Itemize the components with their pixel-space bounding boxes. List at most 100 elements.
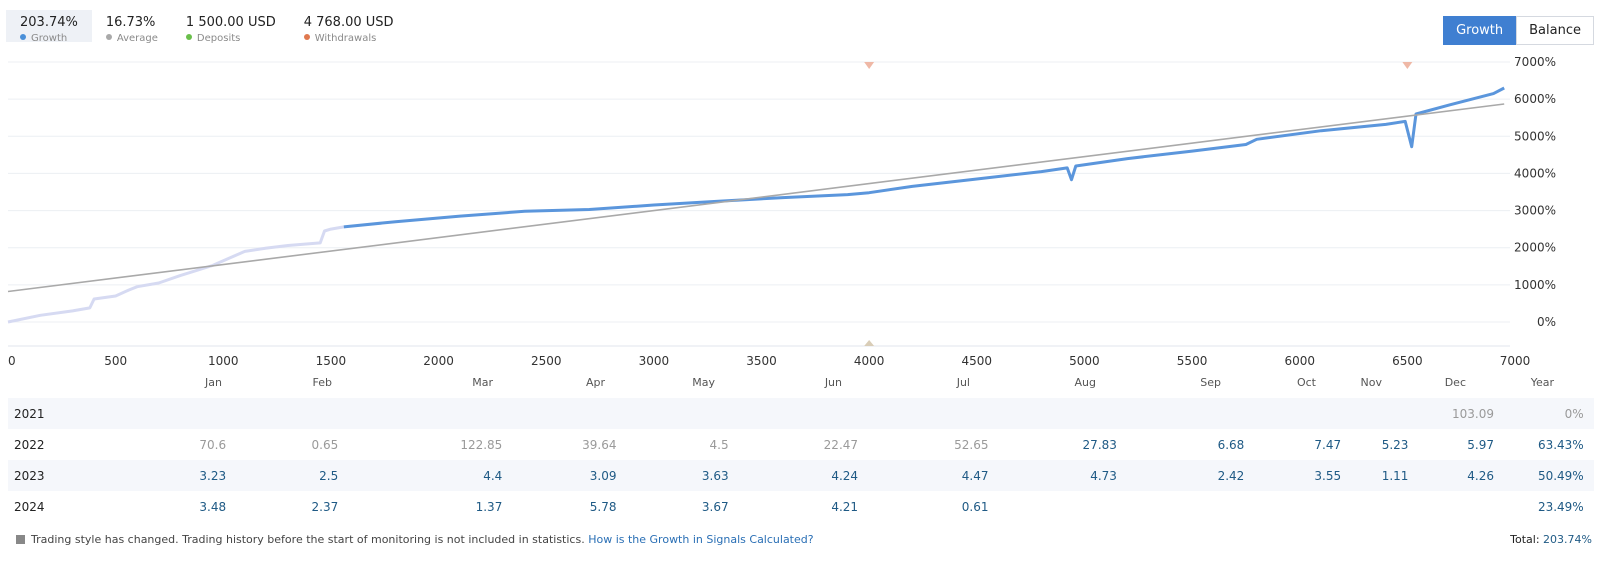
x-tick-label: 5500 bbox=[1177, 354, 1208, 368]
month-header-apr: Apr bbox=[585, 376, 605, 389]
series-line-average bbox=[7, 103, 1505, 293]
table-row: 2021 103.09 0% bbox=[8, 398, 1594, 429]
value-cell: 4.26 bbox=[1408, 460, 1495, 491]
y-tick-label: 7000% bbox=[1514, 55, 1556, 69]
growth-button[interactable]: Growth bbox=[1443, 16, 1517, 45]
year-cell: 2024 bbox=[14, 499, 45, 514]
value-cell: 7.47 bbox=[1314, 437, 1342, 452]
value-cell bbox=[1244, 398, 1342, 429]
value-cell: 0.61 bbox=[961, 499, 989, 514]
x-tick-label: 6500 bbox=[1392, 354, 1423, 368]
stat-average[interactable]: 16.73% Average bbox=[92, 10, 172, 44]
x-tick-label: 500 bbox=[104, 354, 127, 368]
value-cell bbox=[338, 398, 503, 429]
row-padding bbox=[1584, 429, 1594, 460]
value-cell: 2.37 bbox=[311, 499, 339, 514]
month-header-jul: Jul bbox=[956, 376, 970, 389]
summary-stats: 203.74% Growth 16.73% Average 1 500.00 U… bbox=[6, 10, 408, 44]
value-cell: 2.42 bbox=[1116, 460, 1245, 491]
stat-withdrawals[interactable]: 4 768.00 USD Withdrawals bbox=[290, 10, 408, 44]
month-header-sep: Sep bbox=[1200, 376, 1221, 389]
y-tick-label: 1000% bbox=[1514, 278, 1556, 292]
value-cell: 4.4 bbox=[338, 460, 503, 491]
table-row: 2024 3.48 2.37 1.37 5.78 3.67 4.21 0.61 23.49% bbox=[8, 491, 1594, 522]
value-cell: 122.85 bbox=[460, 437, 503, 452]
x-tick-label: 7000 bbox=[1500, 354, 1531, 368]
value-cell: 103.09 bbox=[1408, 398, 1495, 429]
stat-growth[interactable]: 203.74% Growth bbox=[6, 10, 92, 44]
value-cell: 0.65 bbox=[311, 437, 339, 452]
value-cell bbox=[988, 491, 1116, 522]
value-cell bbox=[502, 398, 617, 429]
table-row: 2022 70.6 0.65 122.85 39.64 4.5 22.47 52.65 27.8… bbox=[8, 429, 1594, 460]
y-tick-label: 6000% bbox=[1514, 92, 1556, 106]
deposit-marker bbox=[864, 340, 875, 346]
y-tick-label: 2000% bbox=[1514, 241, 1556, 255]
value-cell: 3.09 bbox=[502, 460, 617, 491]
value-cell bbox=[1116, 398, 1245, 429]
month-header-aug: Aug bbox=[1074, 376, 1096, 389]
stat-deposits[interactable]: 1 500.00 USD Deposits bbox=[172, 10, 290, 44]
value-cell: 5.78 bbox=[589, 499, 617, 514]
row-padding bbox=[1583, 460, 1594, 491]
series-line-growth-before-monitoring bbox=[7, 225, 345, 324]
withdrawal-marker bbox=[864, 62, 875, 69]
value-cell: 63.43% bbox=[1537, 437, 1584, 452]
value-cell: 2.5 bbox=[226, 460, 339, 491]
value-cell bbox=[988, 398, 1117, 429]
value-cell: 3.55 bbox=[1244, 460, 1342, 491]
year-cell: 2022 bbox=[14, 437, 45, 452]
month-header-dec: Dec bbox=[1444, 376, 1466, 389]
value-cell: 70.6 bbox=[199, 437, 227, 452]
value-cell: 39.64 bbox=[582, 437, 617, 452]
x-tick-label: 1500 bbox=[316, 354, 347, 368]
value-cell: 1.37 bbox=[475, 499, 503, 514]
value-cell: 3.67 bbox=[701, 499, 729, 514]
stat-deposits-value: 1 500.00 USD bbox=[185, 15, 276, 30]
value-cell bbox=[69, 398, 227, 429]
growth-dot-icon bbox=[20, 34, 26, 40]
value-cell: 1.11 bbox=[1341, 460, 1409, 491]
value-cell bbox=[1117, 491, 1244, 522]
value-cell: 5.97 bbox=[1467, 437, 1495, 452]
yearly-table: 2021 103.09 0% 2022 70.6 0.65 122.85 39.64 4.5 22… bbox=[8, 398, 1594, 522]
table-row: 2023 3.23 2.5 4.4 3.09 3.63 4.24 4.47 4.73 2.42 3.… bbox=[8, 460, 1594, 491]
x-tick-label: 4000 bbox=[854, 354, 885, 368]
footer-note: Trading style has changed. Trading histo… bbox=[16, 533, 814, 546]
x-tick-label: 2000 bbox=[423, 354, 454, 368]
value-cell: 3.48 bbox=[199, 499, 227, 514]
balance-button[interactable]: Balance bbox=[1516, 16, 1594, 45]
x-tick-label: 5000 bbox=[1069, 354, 1100, 368]
row-padding bbox=[1584, 491, 1594, 522]
value-cell: 4.24 bbox=[728, 460, 859, 491]
y-tick-label: 3000% bbox=[1514, 204, 1556, 218]
value-cell bbox=[226, 398, 339, 429]
stat-withdrawals-label: Withdrawals bbox=[314, 33, 377, 44]
y-tick-label: 0% bbox=[1537, 315, 1556, 329]
stat-withdrawals-value: 4 768.00 USD bbox=[303, 15, 394, 30]
growth-calculation-link[interactable]: How is the Growth in Signals Calculated? bbox=[588, 533, 814, 546]
y-tick-label: 5000% bbox=[1514, 129, 1556, 143]
deposits-dot-icon bbox=[185, 34, 192, 40]
month-header-feb: Feb bbox=[312, 376, 332, 389]
x-tick-label: 6000 bbox=[1284, 354, 1315, 368]
stat-growth-label: Growth bbox=[31, 33, 68, 44]
month-header-jun: Jun bbox=[824, 376, 842, 389]
year-cell: 2021 bbox=[8, 398, 70, 429]
x-tick-label: 3500 bbox=[746, 354, 777, 368]
chart-mode-toggle: Growth Balance bbox=[1443, 16, 1594, 45]
month-header-oct: Oct bbox=[1296, 376, 1316, 389]
value-cell: 22.47 bbox=[823, 437, 859, 452]
row-padding bbox=[1583, 398, 1594, 429]
value-cell: 3.63 bbox=[616, 460, 729, 491]
growth-chart: 7000% 6000% 5000% 4000% 3000% 2000% 1000% 0% 0 50… bbox=[7, 55, 1556, 368]
value-cell bbox=[1244, 491, 1341, 522]
value-cell: 23.49% bbox=[1537, 499, 1584, 514]
value-cell: 3.23 bbox=[69, 460, 227, 491]
total-summary: Total: 203.74% bbox=[1510, 533, 1592, 546]
average-dot-icon bbox=[105, 34, 112, 40]
month-header-may: May bbox=[692, 376, 715, 389]
value-cell: 27.83 bbox=[1082, 437, 1117, 452]
value-cell: 4.73 bbox=[988, 460, 1117, 491]
footer-note-text: Trading style has changed. Trading histo… bbox=[31, 533, 585, 546]
